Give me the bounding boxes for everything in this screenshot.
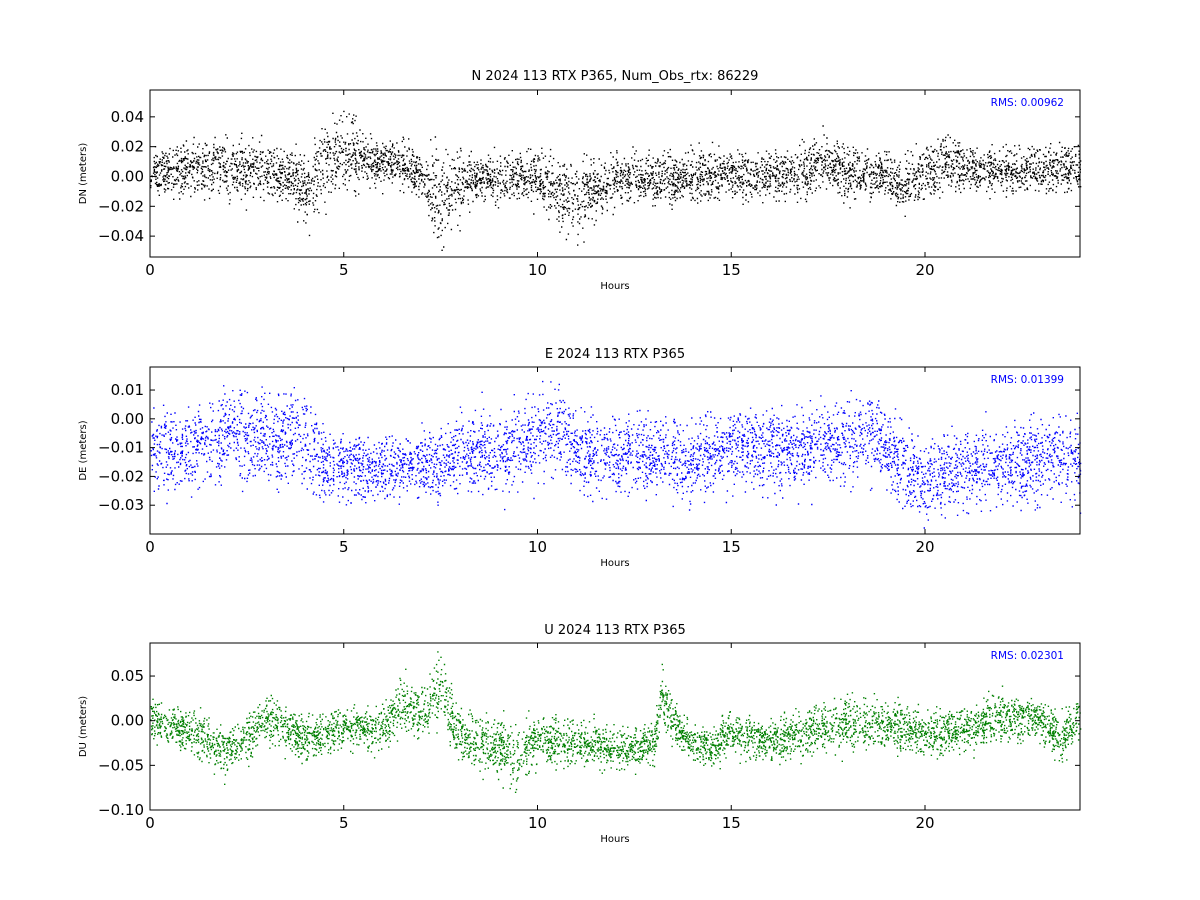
y-axis: 0.04 0.02 0.00 −0.02 −0.04 <box>98 108 1080 245</box>
y-axis-label: DU (meters) <box>78 696 89 757</box>
y-tick-label: 0.01 <box>111 381 144 399</box>
y-tick-label: 0.00 <box>111 167 144 185</box>
rms-annotation: RMS: 0.00962 <box>991 97 1064 109</box>
x-tick-label: 10 <box>528 538 547 556</box>
y-tick-label: −0.10 <box>98 801 144 819</box>
x-tick-label: 10 <box>528 814 547 832</box>
chart-title: E 2024 113 RTX P365 <box>545 347 685 362</box>
data-point-cloud <box>150 380 1082 529</box>
x-axis-label: Hours <box>600 281 629 292</box>
y-axis-label: DN (meters) <box>78 143 89 205</box>
x-tick-label: 10 <box>528 261 547 279</box>
x-axis-label: Hours <box>600 834 629 845</box>
x-tick-label: 0 <box>145 538 155 556</box>
y-axis-label: DE (meters) <box>78 420 89 480</box>
rms-annotation: RMS: 0.01399 <box>991 374 1064 386</box>
x-tick-label: 0 <box>145 261 155 279</box>
x-tick-label: 15 <box>722 538 741 556</box>
y-tick-label: 0.05 <box>111 667 144 685</box>
y-tick-label: −0.01 <box>98 439 144 457</box>
x-tick-label: 20 <box>915 538 934 556</box>
y-tick-label: −0.02 <box>98 467 144 485</box>
x-tick-label: 5 <box>339 814 349 832</box>
y-tick-label: 0.00 <box>111 410 144 428</box>
data-points <box>150 110 1082 251</box>
y-tick-label: 0.00 <box>111 712 144 730</box>
rms-annotation: RMS: 0.02301 <box>991 650 1064 662</box>
y-tick-label: −0.05 <box>98 756 144 774</box>
x-tick-label: 5 <box>339 261 349 279</box>
data-points <box>150 651 1082 793</box>
x-axis: 0 5 10 15 20 <box>145 643 935 832</box>
x-tick-label: 15 <box>722 261 741 279</box>
panel-up: U 2024 113 RTX P365 0 5 10 15 20 0.05 0.00 −0.… <box>78 623 1082 845</box>
panel-north: N 2024 113 RTX P365, Num_Obs_rtx: 86229 … <box>78 69 1082 292</box>
x-tick-label: 15 <box>722 814 741 832</box>
y-tick-label: −0.03 <box>98 496 144 514</box>
chart-title: U 2024 113 RTX P365 <box>544 623 686 638</box>
y-axis: 0.01 0.00 −0.01 −0.02 −0.03 <box>98 381 1080 514</box>
panel-east: E 2024 113 RTX P365 0 5 10 15 20 0.01 0.00 −0.… <box>78 347 1082 569</box>
data-point-cloud <box>150 651 1082 793</box>
chart-title: N 2024 113 RTX P365, Num_Obs_rtx: 86229 <box>472 69 759 84</box>
y-axis: 0.05 0.00 −0.05 −0.10 <box>98 667 1080 819</box>
x-axis-label: Hours <box>600 558 629 569</box>
data-points <box>150 380 1082 529</box>
data-point-cloud <box>150 110 1082 251</box>
x-axis: 0 5 10 15 20 <box>145 367 935 556</box>
y-tick-label: 0.04 <box>111 108 144 126</box>
x-tick-label: 0 <box>145 814 155 832</box>
x-axis: 0 5 10 15 20 <box>145 90 935 279</box>
x-tick-label: 5 <box>339 538 349 556</box>
y-tick-label: −0.04 <box>98 227 144 245</box>
x-tick-label: 20 <box>915 261 934 279</box>
x-tick-label: 20 <box>915 814 934 832</box>
y-tick-label: −0.02 <box>98 197 144 215</box>
y-tick-label: 0.02 <box>111 138 144 156</box>
